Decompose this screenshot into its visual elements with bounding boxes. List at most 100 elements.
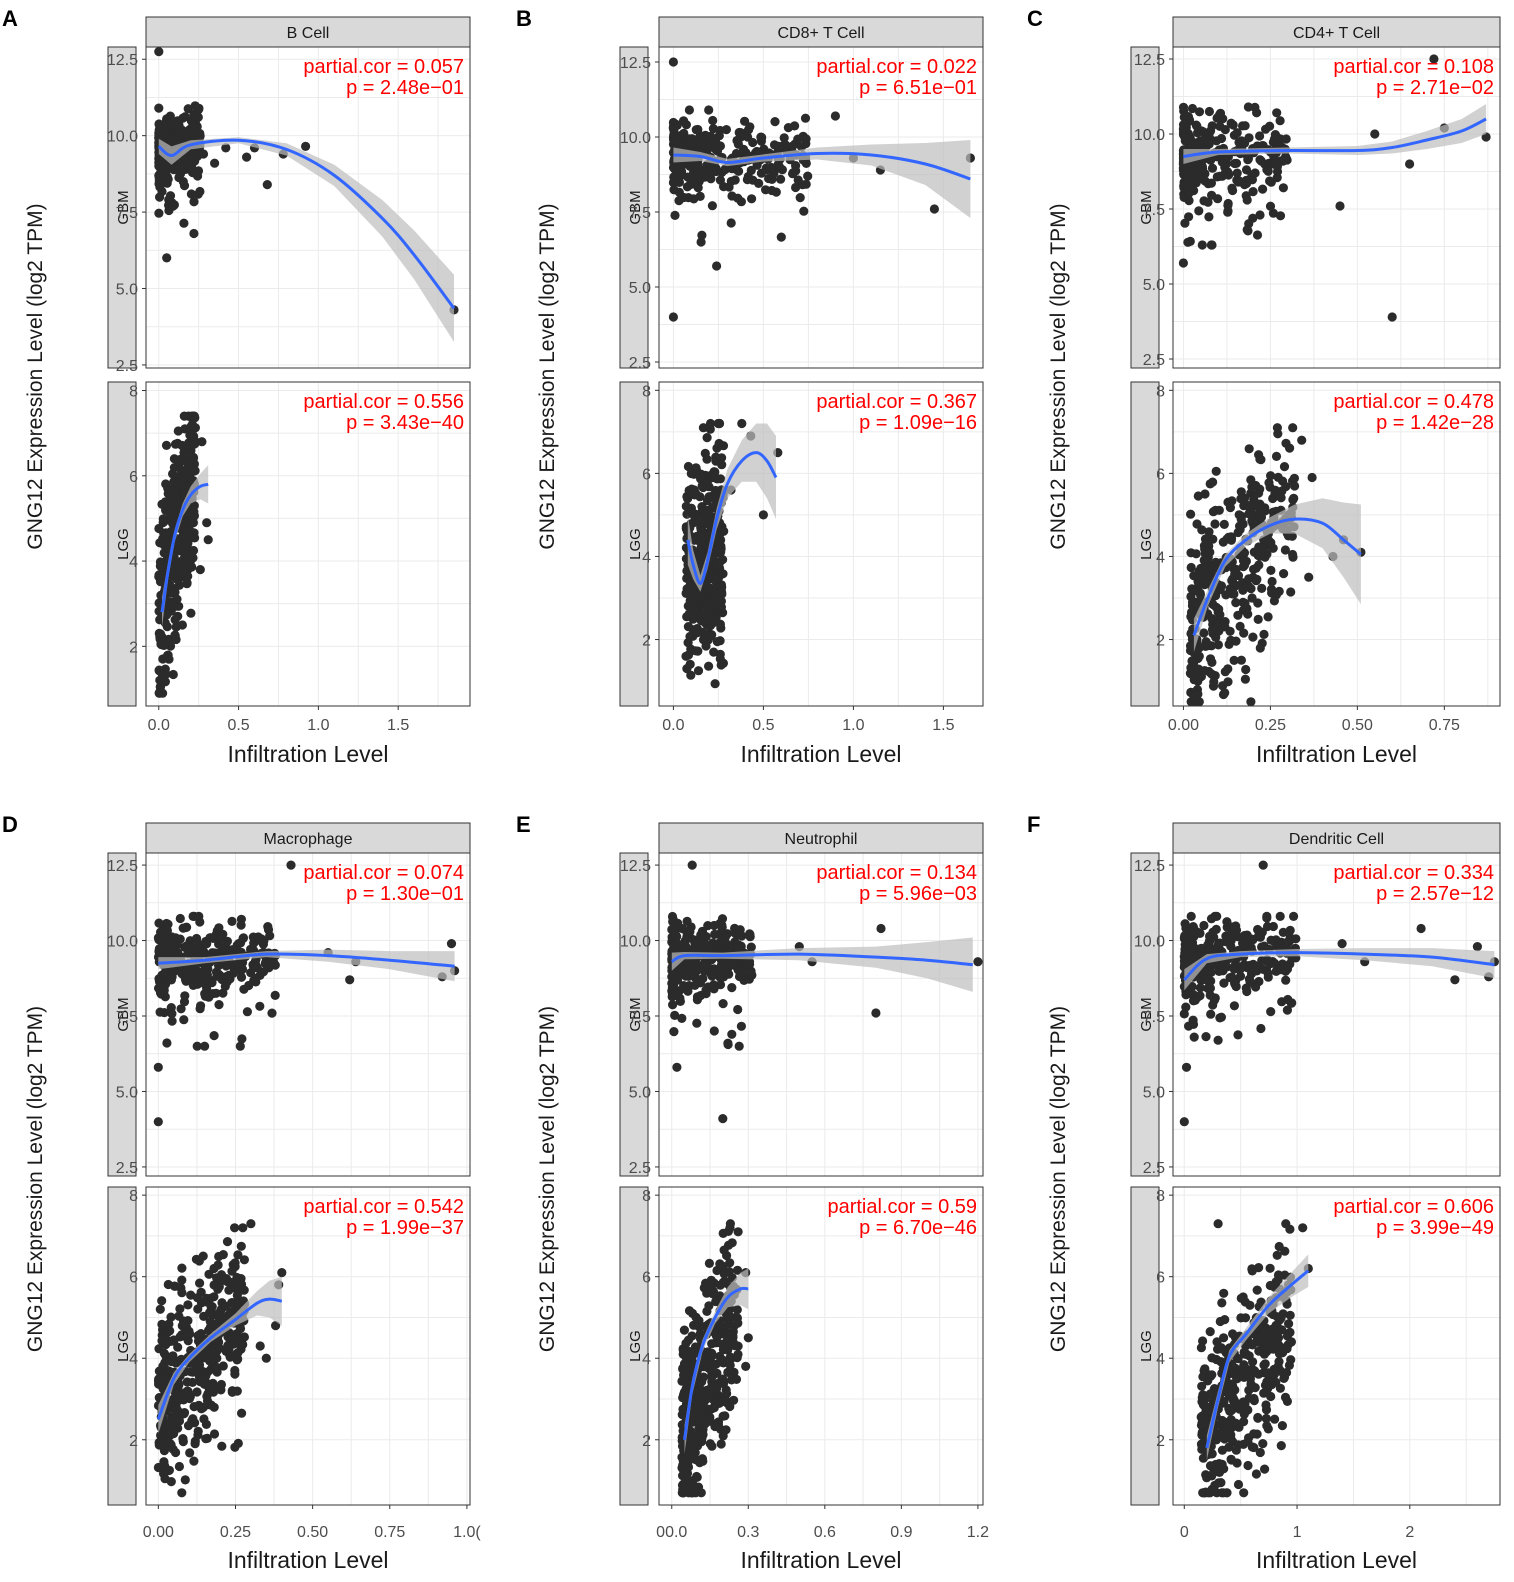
data-point [180,561,190,572]
data-point [1257,942,1267,952]
y-tick-label: 2.5 [629,1160,651,1177]
data-point [155,688,165,698]
facet-label: LGG [115,528,132,560]
data-point [704,661,714,671]
data-point [212,971,222,981]
data-point [181,922,191,933]
data-point [1272,108,1282,118]
data-point [230,1223,240,1233]
data-point [174,1461,184,1472]
facet-label: LGG [627,1330,644,1362]
data-point [712,146,723,156]
panel-title: B Cell [287,25,330,42]
plot-background [146,382,470,706]
fit-line [158,952,455,968]
data-point [1187,697,1197,707]
y-tick-label: 12.5 [107,52,138,69]
data-point [704,1258,715,1268]
data-point [1220,667,1230,677]
data-point [1265,1263,1275,1273]
data-point [678,1393,688,1403]
data-point [154,47,164,57]
panel-letter: C [1027,6,1043,31]
y-tick-label: 7.5 [116,1009,138,1026]
data-point [1257,583,1267,594]
y-tick-label: 8 [129,384,138,401]
data-point [1223,677,1233,687]
data-point [700,172,710,182]
data-point [1265,1280,1275,1291]
data-point [731,1374,742,1384]
data-point [157,1438,167,1448]
x-tick-label: 00.0 [656,1524,687,1541]
data-point [709,984,719,994]
data-point [712,589,722,599]
data-point [788,169,798,179]
data-point [1208,477,1218,487]
data-point [1205,990,1215,1000]
data-point [695,518,705,528]
data-point [686,503,697,513]
data-point [172,601,182,611]
data-point [1265,121,1275,131]
data-point [1205,547,1215,557]
data-point [679,192,689,203]
data-point [255,1001,265,1011]
data-point [166,511,176,521]
y-axis-label: GNG12 Expression Level (log2 TPM) [1047,203,1070,549]
data-point [242,1007,252,1017]
data-point [1280,545,1290,555]
data-point [1231,158,1242,168]
data-point [195,1278,205,1288]
data-point [1281,438,1291,448]
confidence-ribbon [1193,498,1361,652]
data-point [732,930,743,940]
data-point [1281,975,1291,985]
data-point [668,57,679,67]
data-point [177,1330,187,1340]
data-point [177,1275,187,1285]
data-point [161,669,171,679]
data-point [1450,975,1460,985]
data-point [1191,549,1201,559]
data-point [170,122,180,132]
data-point [1253,926,1264,936]
data-point [1370,129,1380,139]
data-point [183,159,193,169]
data-point [178,1434,188,1444]
data-point [1207,1471,1217,1481]
data-point [1193,689,1203,699]
data-point [697,536,707,546]
x-axis-label: Infiltration Level [227,741,388,767]
data-point [162,925,172,936]
data-point [1242,195,1252,205]
data-point [205,1322,215,1332]
data-point [692,1472,702,1482]
data-point [182,579,192,589]
data-point [1187,584,1197,594]
data-point [1211,466,1221,476]
partial-cor-annotation: partial.cor = 0.108 [1333,56,1494,78]
data-point [702,433,712,443]
data-point [1226,118,1236,128]
data-point [1219,978,1229,988]
data-point [1206,914,1217,924]
data-point [1277,1421,1287,1431]
data-point [1286,1337,1296,1347]
panel-c: C CD4+ T Cell GNG12 Expression Level (log2… [1027,6,1501,767]
data-point [1178,258,1188,268]
data-point [1189,1032,1199,1042]
data-point [1227,932,1237,943]
panel-d: D Macrophage GNG12 Expression Level (log2 … [2,812,481,1573]
data-point [162,1038,172,1048]
data-point [168,669,178,680]
data-point [209,948,219,958]
data-point [716,660,726,670]
confidence-ribbon [158,137,455,342]
facet-label: LGG [1138,1330,1155,1362]
data-point [1236,1293,1246,1303]
data-point [701,940,711,950]
data-point [776,232,786,242]
data-point [704,1389,714,1399]
